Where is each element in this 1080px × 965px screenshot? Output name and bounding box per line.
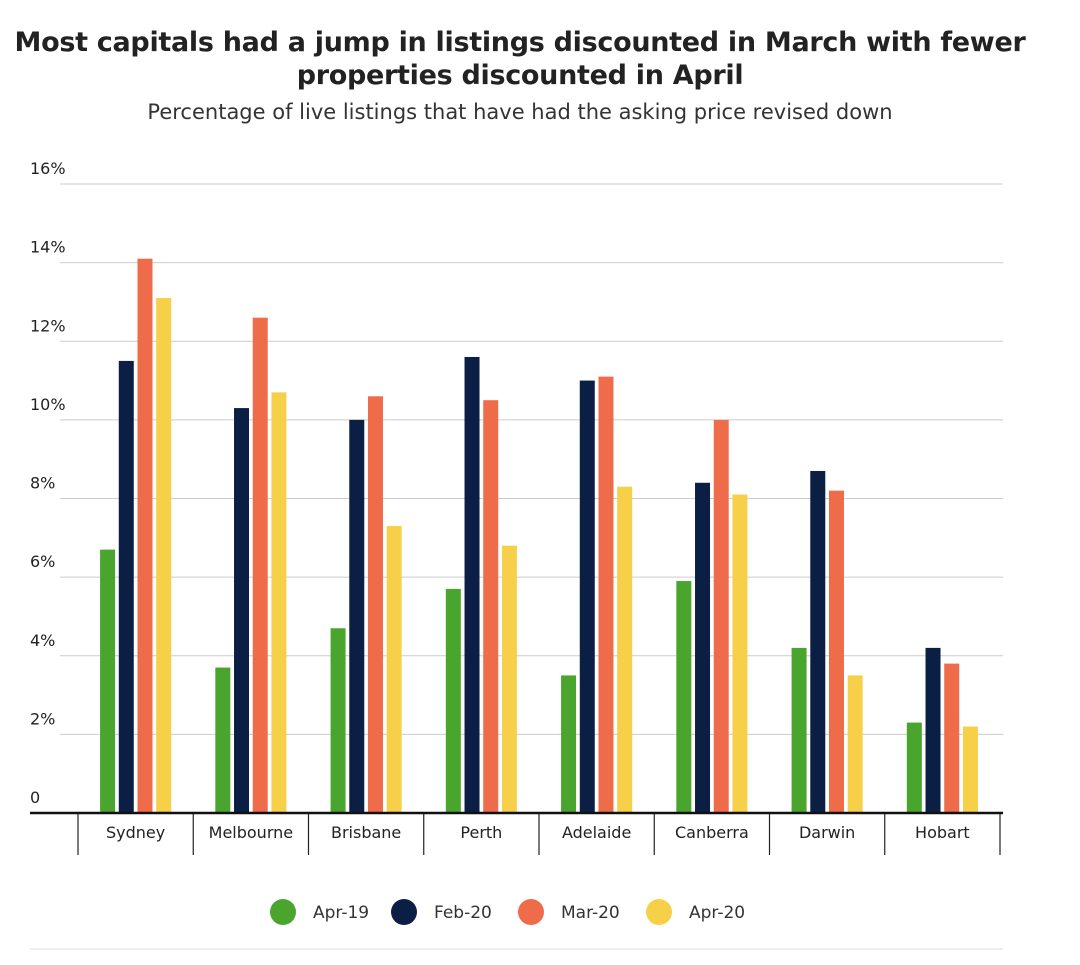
bar	[598, 376, 614, 813]
bar	[944, 663, 960, 813]
x-tick-label: Sydney	[106, 823, 165, 842]
legend-swatch	[270, 899, 296, 925]
legend-swatch	[646, 899, 672, 925]
bar	[252, 317, 268, 813]
bar	[234, 408, 250, 813]
x-tick-label: Melbourne	[209, 823, 293, 842]
bar	[349, 419, 365, 813]
bar	[676, 581, 692, 813]
legend-label: Feb-20	[434, 903, 492, 923]
bar	[695, 482, 711, 813]
bar	[483, 400, 499, 813]
bar	[713, 419, 729, 813]
chart-title-line-1: Most capitals had a jump in listings dis…	[14, 27, 1026, 58]
legend-label: Mar-20	[561, 903, 620, 923]
x-tick-label: Hobart	[915, 823, 970, 842]
y-tick-label: 4%	[30, 631, 55, 650]
x-tick-label: Darwin	[799, 823, 855, 842]
y-tick-label: 12%	[30, 316, 66, 335]
y-tick-label: 6%	[30, 552, 55, 571]
x-tick-label: Brisbane	[331, 823, 401, 842]
bar	[579, 380, 595, 813]
bar	[847, 675, 863, 813]
x-tick-label: Adelaide	[562, 823, 631, 842]
bar	[464, 356, 480, 813]
bar	[617, 486, 633, 813]
bar	[156, 298, 172, 814]
bar	[137, 258, 153, 814]
bar	[828, 490, 844, 813]
bar	[215, 667, 231, 813]
bar	[445, 588, 461, 813]
bar	[906, 722, 922, 813]
bar	[271, 392, 287, 813]
bar	[367, 396, 383, 813]
chart-subtitle: Percentage of live listings that have ha…	[147, 100, 893, 124]
x-tick-label: Perth	[460, 823, 502, 842]
y-tick-label: 8%	[30, 474, 55, 493]
bar	[386, 526, 402, 813]
bar	[732, 494, 748, 813]
chart-title-line-2: properties discounted in April	[296, 60, 744, 91]
y-tick-label: 0	[30, 788, 40, 807]
bar	[501, 545, 517, 813]
y-tick-label: 2%	[30, 709, 55, 728]
bar	[561, 675, 577, 813]
chart-title: Most capitals had a jump in listings dis…	[0, 26, 1040, 92]
bar	[791, 647, 807, 813]
legend-swatch	[518, 899, 544, 925]
bar	[330, 628, 346, 813]
bar	[925, 647, 941, 813]
legend-label: Apr-19	[313, 903, 369, 923]
x-tick-label: Canberra	[675, 823, 749, 842]
y-tick-label: 14%	[30, 238, 66, 257]
legend-swatch	[391, 899, 417, 925]
y-tick-label: 10%	[30, 395, 66, 414]
bar	[962, 726, 978, 813]
y-tick-label: 16%	[30, 159, 66, 178]
legend-label: Apr-20	[689, 903, 745, 923]
bar	[118, 360, 134, 813]
bar	[810, 470, 826, 813]
bar	[100, 549, 116, 813]
